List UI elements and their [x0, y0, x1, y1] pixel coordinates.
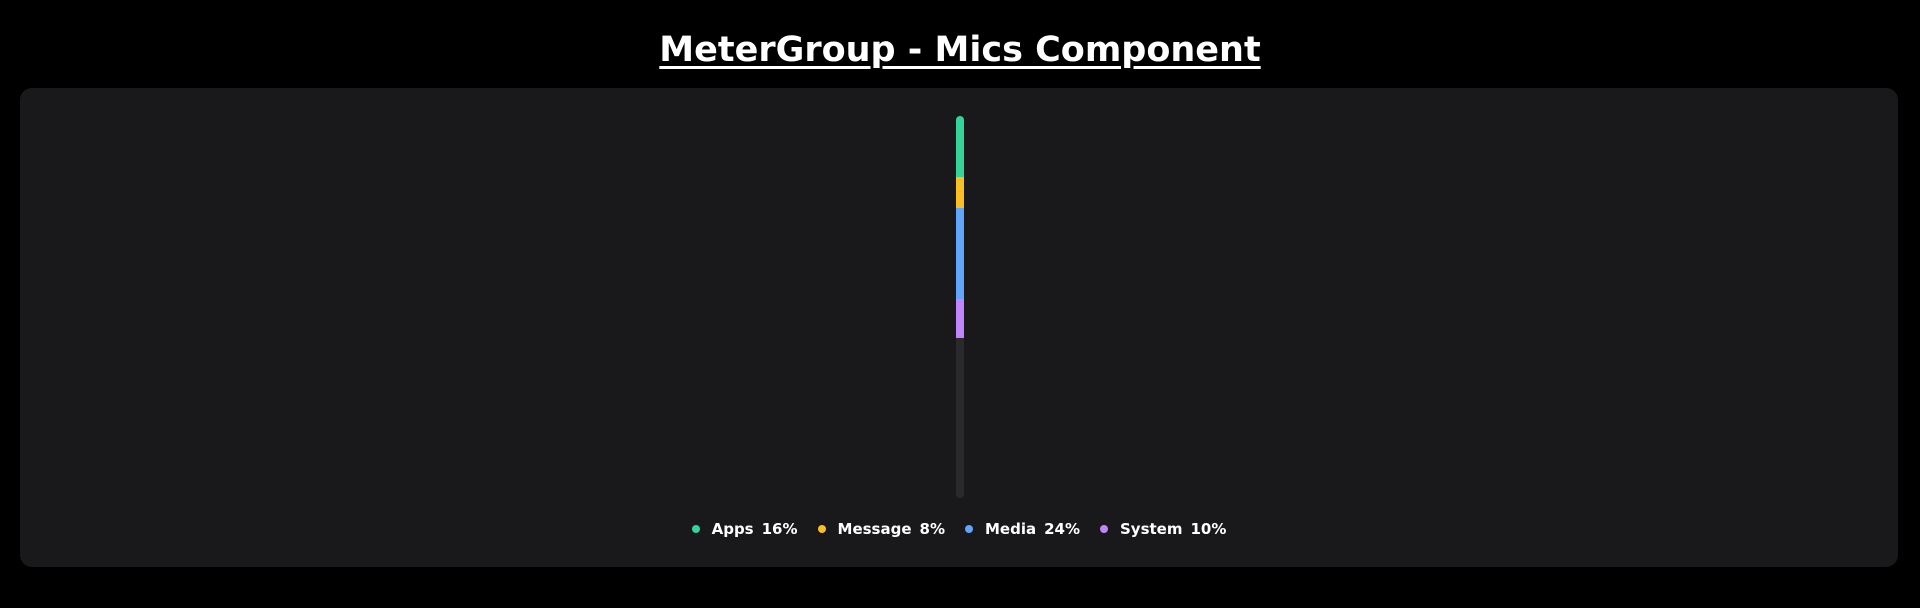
meter-legend: Apps 16% Message 8% Media 24% System 10% [20, 519, 1898, 539]
legend-label: Media [984, 520, 1037, 538]
meter-group-card: Apps 16% Message 8% Media 24% System 10% [20, 88, 1898, 567]
legend-label: System [1120, 520, 1183, 538]
circle-dot-icon [964, 525, 973, 533]
legend-label: Message [837, 520, 912, 538]
legend-value: 16% [761, 520, 798, 538]
meter-segment-apps [956, 116, 964, 178]
page-title: MeterGroup - Mics Component [659, 30, 1261, 70]
legend-value: 8% [919, 520, 945, 538]
legend-value: 10% [1190, 520, 1227, 538]
legend-item-system: System 10% [1100, 519, 1226, 539]
meter-segment-system [956, 299, 964, 338]
meter-track [956, 116, 964, 498]
circle-dot-icon [691, 525, 700, 533]
legend-value: 24% [1044, 520, 1080, 538]
legend-item-apps: Apps 16% [691, 519, 798, 539]
circle-dot-icon [1100, 525, 1108, 533]
legend-item-media: Media 24% [964, 519, 1080, 539]
circle-dot-icon [817, 525, 826, 533]
legend-label: Apps [711, 520, 754, 538]
meter-segment-media [956, 207, 964, 300]
meter-segment-message [956, 177, 964, 208]
legend-item-message: Message 8% [817, 519, 945, 539]
